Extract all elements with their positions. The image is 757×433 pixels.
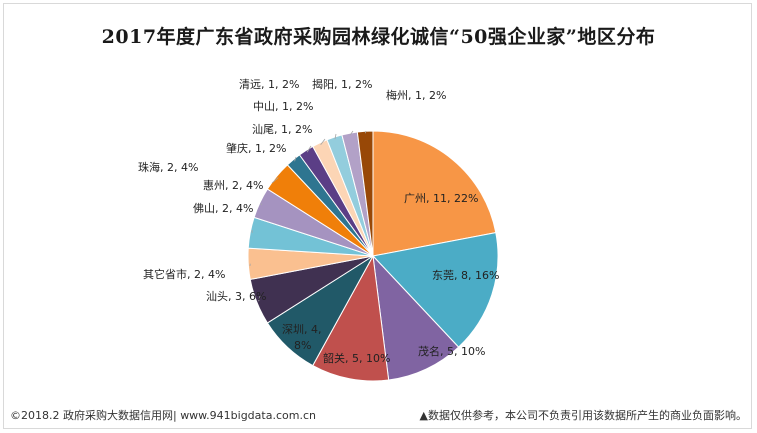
data-label-深圳: 深圳, 4, 8% xyxy=(282,323,322,352)
data-label-其它省市: 其它省市, 2, 4% xyxy=(143,267,225,281)
data-label-肇庆: 肇庆, 1, 2% xyxy=(226,141,286,155)
copyright-footer: ©2018.2 政府采购大数据信用网| www.941bigdata.com.c… xyxy=(10,409,316,422)
data-label-揭阳: 揭阳, 1, 2% xyxy=(312,77,372,91)
leader-line-惠州 xyxy=(260,203,263,206)
leader-line-汕尾 xyxy=(306,145,312,153)
leader-line-揭阳 xyxy=(349,130,354,136)
data-label-佛山: 佛山, 2, 4% xyxy=(193,202,253,215)
data-label-广州: 广州, 11, 22% xyxy=(404,192,478,205)
data-label-汕头: 汕头, 3, 6% xyxy=(206,290,266,303)
pie-slice-广州 xyxy=(372,130,497,257)
pie-slice-茂名 xyxy=(372,254,460,381)
data-label-梅州: 梅州, 1, 2% xyxy=(386,88,446,102)
leader-line-汕头 xyxy=(258,295,261,302)
data-label-珠海: 珠海, 2, 4% xyxy=(138,160,198,174)
data-label-东莞: 东莞, 8, 16% xyxy=(432,269,499,282)
leader-line-清远 xyxy=(334,133,337,140)
leader-line-肇庆 xyxy=(294,156,297,162)
data-label-清远: 清远, 1, 2% xyxy=(239,78,299,91)
pie-slice-东莞 xyxy=(372,231,499,348)
data-label-韶关: 韶关, 5, 10% xyxy=(323,351,390,365)
leader-line-中山 xyxy=(320,138,326,145)
data-label-惠州: 惠州, 2, 4% xyxy=(203,178,263,192)
data-label-茂名: 茂名, 5, 10% xyxy=(418,344,485,358)
leader-line-珠海 xyxy=(271,177,279,184)
data-label-中山: 中山, 1, 2% xyxy=(253,100,313,113)
disclaimer-footer: ▲数据仅供参考，本公司不负责引用该数据所产生的商业负面影响。 xyxy=(419,409,747,422)
chart-title: 2017年度广东省政府采购园林绿化诚信“50强企业家”地区分布 xyxy=(101,26,656,48)
data-label-汕尾: 汕尾, 1, 2% xyxy=(252,123,312,136)
pie-slice-韶关 xyxy=(312,254,390,382)
leader-line-梅州 xyxy=(364,130,367,134)
pie-slice-梅州 xyxy=(356,130,374,257)
